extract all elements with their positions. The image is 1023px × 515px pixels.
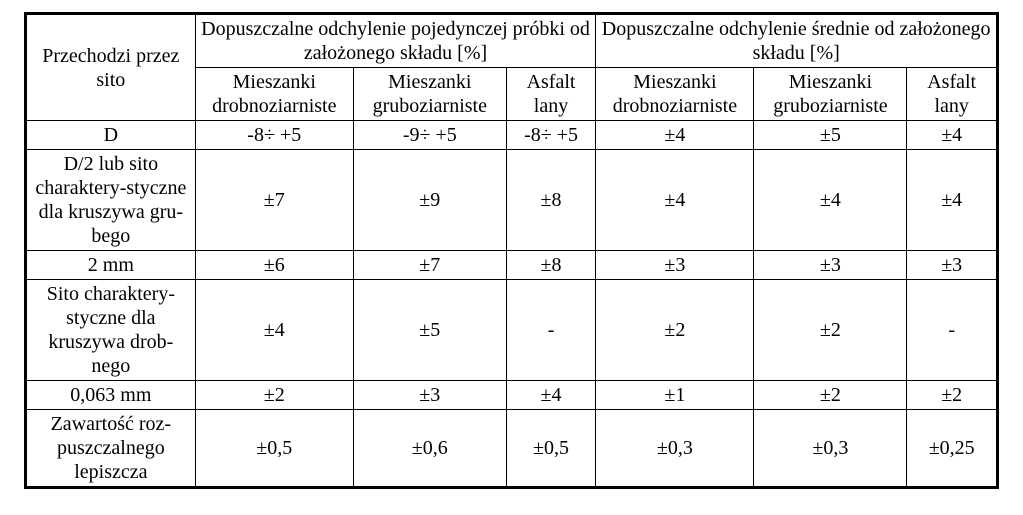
cell: ±7 [353, 251, 506, 280]
head-sub-5: Mieszanki gruboziarniste [754, 68, 907, 121]
table-wrapper: Przechodzi przez sito Dopuszczalne odchy… [24, 12, 999, 489]
cell: -8÷ +5 [506, 121, 596, 150]
cell: - [506, 280, 596, 381]
cell: ±0,3 [754, 410, 907, 487]
cell: ±2 [195, 381, 353, 410]
head-sub-6: Asfalt lany [907, 68, 997, 121]
cell: -9÷ +5 [353, 121, 506, 150]
cell: ±2 [596, 280, 754, 381]
row-label: D/2 lub sito charaktery-styczne dla krus… [27, 150, 196, 251]
cell: ±4 [907, 121, 997, 150]
row-label: 0,063 mm [27, 381, 196, 410]
cell: ±1 [596, 381, 754, 410]
table-body: D -8÷ +5 -9÷ +5 -8÷ +5 ±4 ±5 ±4 D/2 lub … [27, 121, 997, 487]
cell: ±3 [907, 251, 997, 280]
cell: ±0,3 [596, 410, 754, 487]
cell: ±3 [754, 251, 907, 280]
row-label: Sito charaktery-styczne dla kruszywa dro… [27, 280, 196, 381]
cell: ±3 [596, 251, 754, 280]
cell: ±5 [353, 280, 506, 381]
cell: ±4 [195, 280, 353, 381]
cell: ±0,5 [195, 410, 353, 487]
row-label: Zawartość roz-puszczalnego lepiszcza [27, 410, 196, 487]
head-sub-2: Mieszanki gruboziarniste [353, 68, 506, 121]
cell: ±2 [754, 381, 907, 410]
cell: -8÷ +5 [195, 121, 353, 150]
row-label: 2 mm [27, 251, 196, 280]
cell: ±4 [907, 150, 997, 251]
head-rowlabel: Przechodzi przez sito [27, 15, 196, 121]
table-row: D -8÷ +5 -9÷ +5 -8÷ +5 ±4 ±5 ±4 [27, 121, 997, 150]
head-group-1: Dopuszczalne odchylenie pojedynczej prób… [195, 15, 596, 68]
cell: ±4 [596, 121, 754, 150]
head-sub-1: Mieszanki drobnoziarniste [195, 68, 353, 121]
head-sub-3: Asfalt lany [506, 68, 596, 121]
cell: ±8 [506, 150, 596, 251]
cell: ±4 [754, 150, 907, 251]
row-label: D [27, 121, 196, 150]
table-row: 0,063 mm ±2 ±3 ±4 ±1 ±2 ±2 [27, 381, 997, 410]
cell: - [907, 280, 997, 381]
cell: ±6 [195, 251, 353, 280]
cell: ±9 [353, 150, 506, 251]
head-group-2: Dopuszczalne odchylenie średnie od założ… [596, 15, 997, 68]
table-row: D/2 lub sito charaktery-styczne dla krus… [27, 150, 997, 251]
cell: ±8 [506, 251, 596, 280]
cell: ±7 [195, 150, 353, 251]
table-head-row-1: Przechodzi przez sito Dopuszczalne odchy… [27, 15, 997, 68]
cell: ±0,25 [907, 410, 997, 487]
cell: ±3 [353, 381, 506, 410]
deviation-table: Przechodzi przez sito Dopuszczalne odchy… [26, 14, 997, 487]
cell: ±4 [506, 381, 596, 410]
cell: ±5 [754, 121, 907, 150]
table-row: Zawartość roz-puszczalnego lepiszcza ±0,… [27, 410, 997, 487]
table-row: 2 mm ±6 ±7 ±8 ±3 ±3 ±3 [27, 251, 997, 280]
cell: ±0,6 [353, 410, 506, 487]
cell: ±2 [907, 381, 997, 410]
table-row: Sito charaktery-styczne dla kruszywa dro… [27, 280, 997, 381]
cell: ±4 [596, 150, 754, 251]
head-sub-4: Mieszanki drobnoziarniste [596, 68, 754, 121]
cell: ±2 [754, 280, 907, 381]
cell: ±0,5 [506, 410, 596, 487]
